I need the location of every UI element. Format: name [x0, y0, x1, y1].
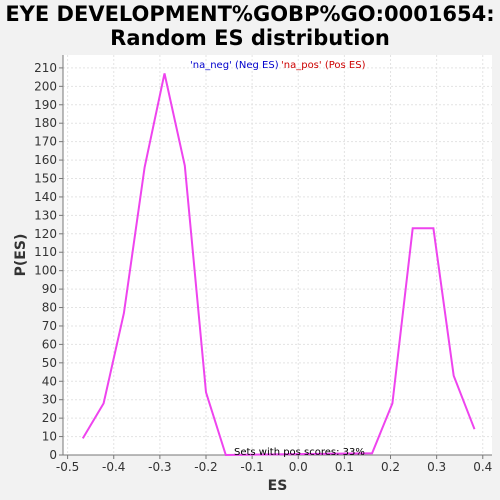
- series-line-es-distribution: [81, 73, 476, 457]
- x-tick-label: -0.5: [56, 460, 79, 474]
- y-tick-label: 120: [34, 227, 57, 241]
- legend: 'na_neg' (Neg ES) 'na_pos' (Pos ES): [190, 60, 366, 71]
- y-tick-label: 200: [34, 79, 57, 93]
- y-tick-label: 190: [34, 98, 57, 112]
- x-tick-label: 0.1: [335, 460, 354, 474]
- y-tick-label: 110: [34, 245, 57, 259]
- x-tick-label: 0.0: [289, 460, 308, 474]
- y-tick-label: 180: [34, 116, 57, 130]
- y-tick-label: 170: [34, 135, 57, 149]
- x-tick-label: -0.1: [240, 460, 263, 474]
- y-tick-label: 30: [42, 393, 57, 407]
- y-tick-label: 130: [34, 208, 57, 222]
- y-tick-label: 150: [34, 172, 57, 186]
- y-tick-label: 210: [34, 61, 57, 75]
- x-axis-label: ES: [268, 478, 288, 494]
- y-tick-label: 20: [42, 411, 57, 425]
- y-tick-label: 100: [34, 264, 57, 278]
- y-tick-label: 10: [42, 430, 57, 444]
- y-tick-label: 80: [42, 301, 57, 315]
- y-tick-label: 140: [34, 190, 57, 204]
- plot-area: [63, 55, 492, 455]
- legend-entry-pos: 'na_pos' (Pos ES): [281, 60, 366, 71]
- y-tick-label: 160: [34, 153, 57, 167]
- y-tick-label: 50: [42, 356, 57, 370]
- x-tick-label: 0.2: [381, 460, 400, 474]
- y-tick-label: 90: [42, 282, 57, 296]
- chart-title-line-1: EYE DEVELOPMENT%GOBP%GO:0001654:: [5, 2, 495, 26]
- axes: -0.5 -0.4 -0.3 -0.2 -0.1 0.0 0.1 0.2 0.3 0.4 0 10 20…: [34, 55, 492, 474]
- y-tick-label: 60: [42, 337, 57, 351]
- y-tick-label: 70: [42, 319, 57, 333]
- chart-title-line-2: Random ES distribution: [110, 26, 390, 50]
- x-tick-label: -0.3: [148, 460, 171, 474]
- x-tick-label: -0.2: [194, 460, 217, 474]
- x-tick-label: 0.3: [427, 460, 446, 474]
- x-tick-label: -0.4: [102, 460, 125, 474]
- y-axis-label: P(ES): [13, 234, 29, 277]
- x-tick-label: 0.4: [473, 460, 492, 474]
- y-tick-label: 0: [49, 448, 57, 462]
- pos-scores-annotation: Sets with pos scores: 33%: [234, 447, 365, 458]
- legend-entry-neg: 'na_neg' (Neg ES): [190, 60, 279, 71]
- y-tick-label: 40: [42, 374, 57, 388]
